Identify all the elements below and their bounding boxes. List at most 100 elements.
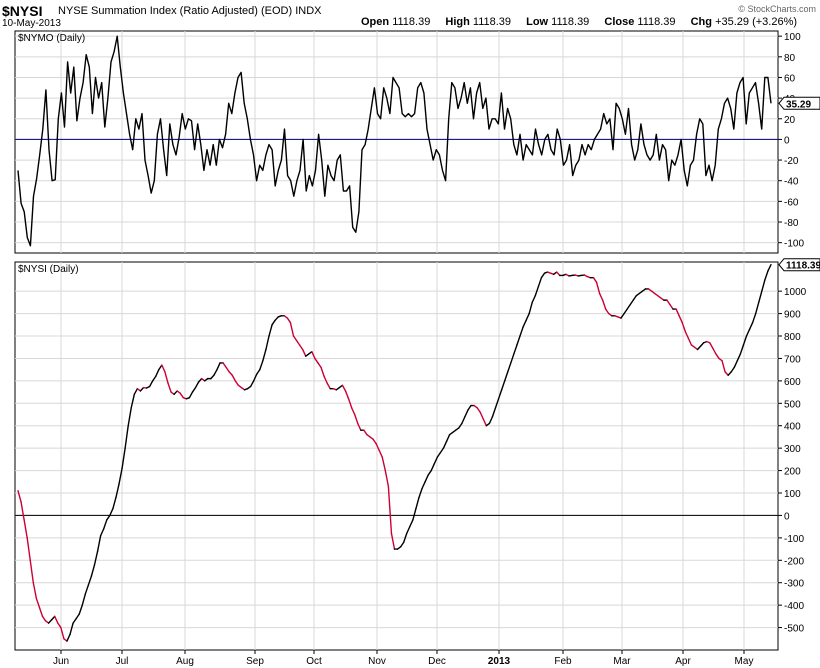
nysi-segment-101: [323, 375, 328, 384]
panel-title-nymo: $NYMO (Daily): [18, 33, 85, 44]
nysi-segment-162: [510, 353, 515, 364]
nysi-segment-92: [295, 339, 301, 346]
nysi-segment-246: [767, 263, 772, 272]
nysi-segment-241: [751, 312, 757, 324]
nysi-segment-108: [344, 390, 350, 400]
nysi-segment-216: [675, 308, 680, 317]
nysi-segment-152: [479, 411, 484, 420]
nysi-segment-170: [534, 285, 540, 297]
nysi-segment-17: [66, 633, 71, 642]
nysi-segment-34: [118, 467, 123, 485]
nysi-segment-65: [213, 368, 218, 376]
exchange-text: INDX: [295, 5, 322, 17]
last-value-label-nymo: 35.29: [786, 99, 811, 110]
nysi-segment-140: [442, 440, 448, 449]
y-tick-label-nysi-2: 800: [784, 332, 801, 343]
quote-bar: Open 1118.39 High 1118.39 Low 1118.39 Cl…: [361, 16, 809, 28]
y-tick-label-nysi-13: -300: [784, 579, 804, 590]
nysi-segment-93: [298, 344, 304, 351]
x-tick-label-7: 2013: [488, 656, 511, 667]
x-tick-label-2: Aug: [176, 656, 194, 667]
nysi-segment-190: [595, 281, 601, 295]
nysi-segment-120: [381, 456, 387, 472]
y-tick-label-nysi-8: 200: [784, 467, 801, 478]
nysi-segment-133: [421, 481, 426, 490]
nysi-segment-24: [87, 575, 93, 586]
nysi-segment-98: [314, 357, 319, 364]
x-tick-label-10: Apr: [675, 656, 691, 667]
watermark: © StockCharts.com: [738, 4, 816, 14]
nysi-segment-59: [194, 381, 200, 389]
nysi-segment-157: [494, 398, 500, 409]
nysi-segment-156: [491, 407, 497, 418]
nysi-segment-189: [592, 276, 598, 283]
nysi-segment-219: [684, 330, 690, 339]
nysi-segment-94: [301, 348, 307, 357]
nysi-segment-192: [601, 299, 607, 310]
date-label: 10-May-2013: [2, 18, 61, 29]
last-value-box-nymo: [778, 96, 820, 110]
nysi-segment-80: [259, 359, 264, 371]
nysi-segment-139: [439, 447, 445, 454]
nysi-segment-37: [127, 407, 132, 427]
nymo-line: [17, 35, 772, 247]
nysi-segment-78: [252, 373, 258, 382]
nysi-segment-110: [350, 407, 356, 416]
nysi-segment-239: [745, 328, 751, 337]
high-label: High: [445, 16, 470, 28]
nysi-segment-4: [26, 537, 31, 561]
nysi-segment-69: [225, 366, 230, 373]
x-tick-label-0: Jun: [53, 656, 69, 667]
nysi-segment-9: [41, 615, 47, 622]
nysi-segment-68: [222, 362, 227, 369]
nysi-segment-160: [503, 371, 509, 382]
nysi-segment-81: [262, 348, 267, 362]
nysi-segment-107: [341, 384, 347, 392]
nysi-segment-134: [424, 474, 429, 483]
nysi-segment-138: [436, 451, 442, 458]
nysi-segment-213: [666, 299, 671, 306]
nysi-segment-228: [712, 347, 717, 355]
y-tick-label-nymo-1: 80: [784, 53, 796, 64]
nysi-segment-8: [38, 606, 44, 618]
nysi-segment-72: [234, 380, 240, 387]
y-tick-label-nymo-6: -20: [784, 156, 799, 167]
nysi-segment-26: [93, 550, 99, 566]
x-tick-label-5: Nov: [368, 656, 386, 667]
nysi-segment-166: [522, 319, 527, 328]
nysi-segment-7: [35, 597, 41, 609]
y-tick-label-nysi-5: 500: [784, 399, 801, 410]
nysi-segment-245: [764, 270, 769, 281]
symbol-label: $NYSI: [2, 3, 43, 19]
nysi-segment-79: [256, 368, 261, 375]
nysi-segment-3: [23, 519, 28, 539]
y-tick-label-nymo-2: 60: [784, 73, 796, 84]
nysi-segment-123: [390, 532, 396, 550]
open-label: Open: [361, 16, 390, 28]
nysi-segment-167: [525, 312, 530, 322]
nysi-segment-118: [375, 442, 380, 452]
nysi-segment-236: [736, 353, 742, 362]
nysi-segment-165: [519, 326, 524, 337]
nysi-segment-48: [161, 364, 166, 373]
open-value: 1118.39: [392, 16, 431, 28]
nysi-segment-57: [188, 391, 194, 399]
nysi-segment-242: [754, 301, 760, 315]
nysi-segment-11: [47, 619, 53, 624]
nysi-segment-70: [228, 371, 233, 376]
nysi-segment-58: [191, 386, 197, 393]
nysi-segment-90: [289, 321, 295, 337]
x-tick-label-8: Feb: [554, 656, 572, 667]
nysi-segment-158: [497, 389, 503, 400]
symbol-description: NYSE Summation Index (Ratio Adjusted) (E…: [58, 5, 322, 17]
nysi-segment-117: [372, 438, 377, 445]
nysi-segment-227: [709, 342, 714, 350]
chg-value: +35.29 (+3.26%): [715, 16, 798, 28]
nysi-segment-214: [669, 303, 674, 310]
nysi-segment-200: [626, 303, 631, 310]
nysi-segment-99: [317, 362, 322, 369]
nysi-segment-52: [173, 390, 178, 396]
nysi-segment-177: [556, 271, 561, 277]
nysi-segment-84: [271, 319, 276, 326]
nysi-segment-20: [75, 613, 80, 620]
